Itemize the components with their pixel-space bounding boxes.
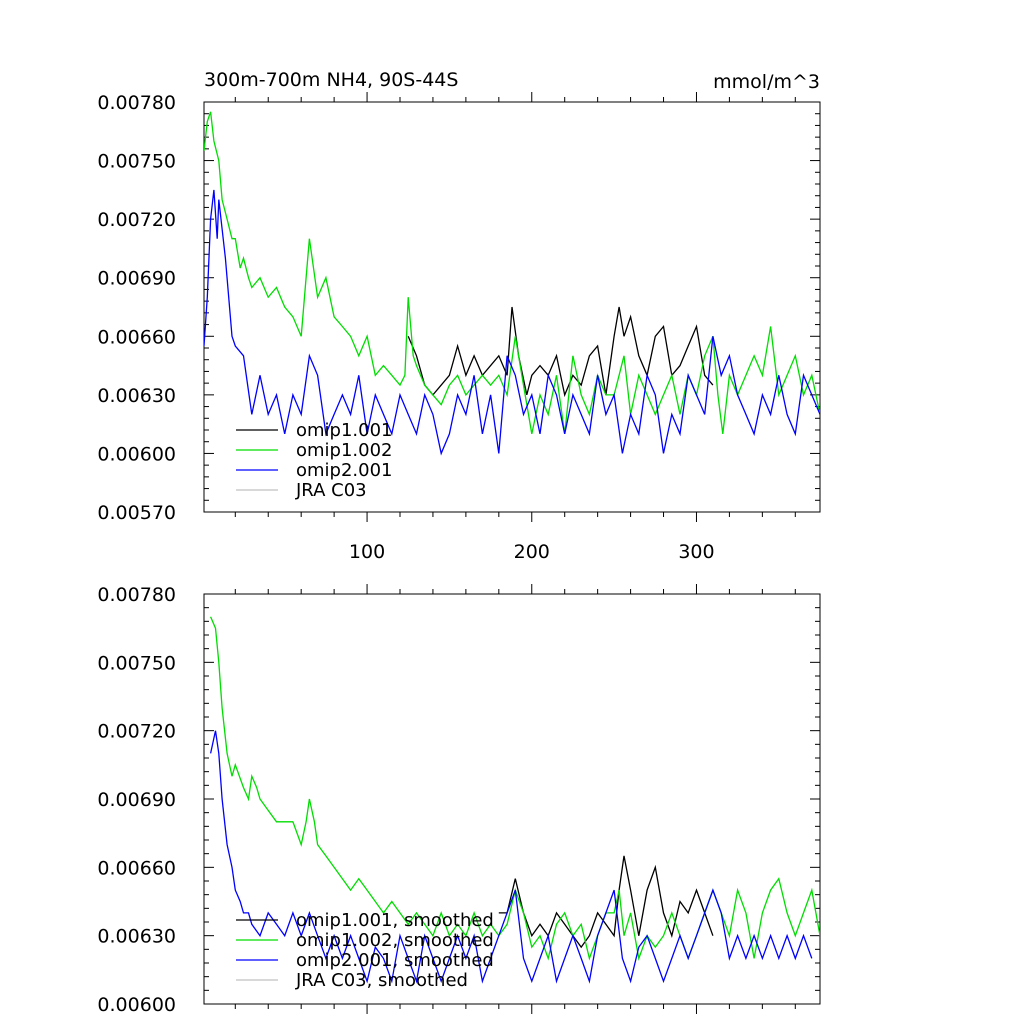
plot-frame <box>203 101 821 513</box>
series-line-1 <box>498 855 714 949</box>
y-tick-label: 0.00600 <box>97 443 176 465</box>
series-line-3 <box>204 189 820 456</box>
y-tick-label: 0.00780 <box>97 92 176 114</box>
x-tick-label: 200 <box>514 541 550 563</box>
y-tick-label: 0.00690 <box>97 789 176 811</box>
panel-top-chart: 0.00570 0.00600 0.00630 0.00660 0.00690 0.007… <box>97 69 821 563</box>
legend-label: omip1.001 <box>296 420 393 441</box>
legend-label: omip1.001, smoothed <box>296 910 494 931</box>
series-line-2 <box>210 616 820 961</box>
x-tick-label: 300 <box>678 541 714 563</box>
chart-title: 300m-700m NH4, 90S-44S <box>204 69 458 91</box>
legend-label: JRA C03 <box>295 480 367 501</box>
x-tick-label: 100 <box>349 541 385 563</box>
chart-units: mmol/m^3 <box>713 71 820 93</box>
legend-label: omip1.002 <box>296 440 393 461</box>
series-line-2 <box>204 111 820 435</box>
series-line-3 <box>209 730 813 984</box>
legend-label: omip1.002, smoothed <box>296 930 494 951</box>
panel-bottom-chart: 0.00600 0.00630 0.00660 0.00690 0.00720 0.007… <box>97 584 821 1016</box>
y-tick-label: 0.00570 <box>97 502 176 524</box>
y-tick-label: 0.00780 <box>97 584 176 606</box>
y-tick-label: 0.00720 <box>97 209 176 231</box>
y-tick-label: 0.00750 <box>97 652 176 674</box>
y-tick-label: 0.00630 <box>97 385 176 407</box>
y-tick-label: 0.00720 <box>97 721 176 743</box>
y-tick-label: 0.00690 <box>97 268 176 290</box>
legend-label: JRA C03, smoothed <box>295 970 468 991</box>
y-tick-label: 0.00600 <box>97 994 176 1016</box>
legend-label: omip2.001, smoothed <box>296 950 494 971</box>
y-tick-label: 0.00660 <box>97 857 176 879</box>
y-tick-label: 0.00660 <box>97 326 176 348</box>
legend-label: omip2.001 <box>296 460 393 481</box>
series-line-1 <box>407 306 714 398</box>
y-tick-label: 0.00750 <box>97 151 176 173</box>
y-tick-label: 0.00630 <box>97 926 176 948</box>
